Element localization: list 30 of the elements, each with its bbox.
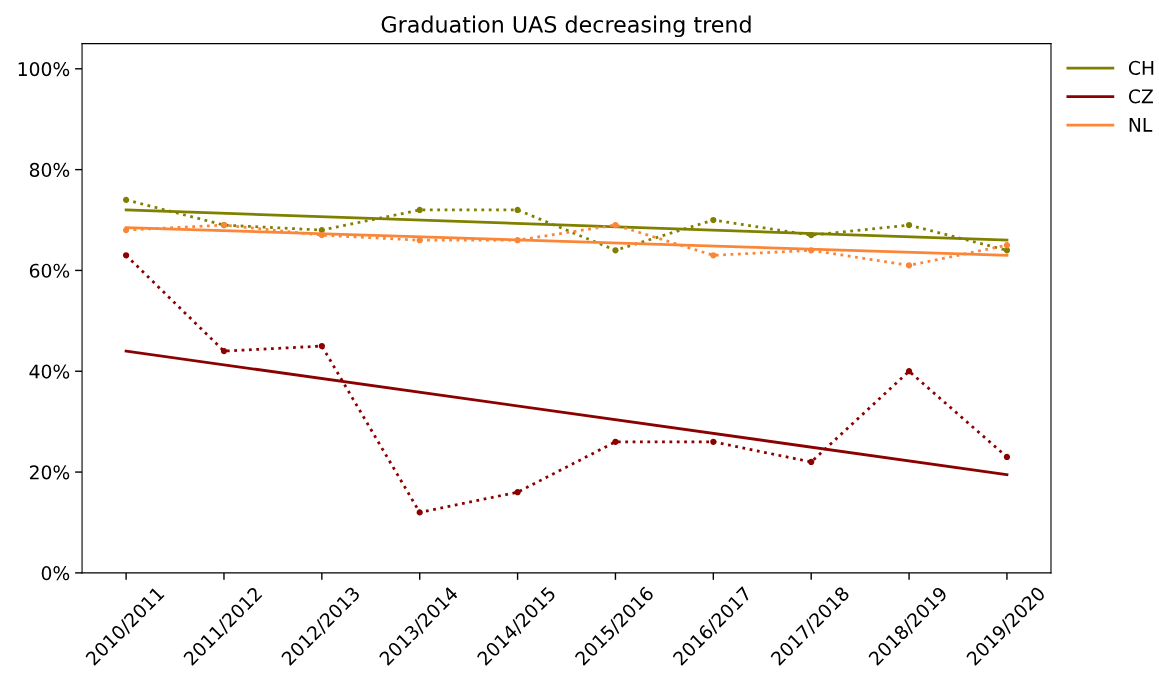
y-tick-label: 0%: [41, 566, 70, 581]
point: [1003, 453, 1011, 461]
point: [710, 216, 717, 224]
point: [905, 368, 913, 375]
point: [416, 509, 423, 516]
point: [612, 221, 619, 229]
y-tick-label: 60%: [29, 263, 70, 278]
legend-label: CZ: [1128, 89, 1153, 104]
y-tick-label: 20%: [29, 465, 70, 480]
point: [122, 196, 130, 203]
point: [710, 438, 717, 445]
y-tick-label: 80%: [29, 162, 70, 178]
point: [318, 342, 325, 350]
point: [905, 221, 913, 229]
point: [514, 489, 521, 496]
point: [612, 247, 619, 254]
legend-label: CH: [1128, 60, 1154, 75]
y-tick-label: 100%: [18, 62, 70, 77]
point: [710, 252, 717, 259]
legend-label: NL: [1129, 117, 1153, 132]
point: [514, 206, 521, 214]
point: [808, 458, 815, 466]
point: [1003, 242, 1011, 249]
chart-title: Graduation UAS decreasing trend: [381, 15, 751, 38]
point: [612, 438, 619, 445]
point: [122, 252, 130, 259]
y-tick-label: 40%: [29, 364, 70, 379]
point: [220, 347, 228, 355]
point: [416, 206, 423, 214]
point: [905, 262, 913, 269]
